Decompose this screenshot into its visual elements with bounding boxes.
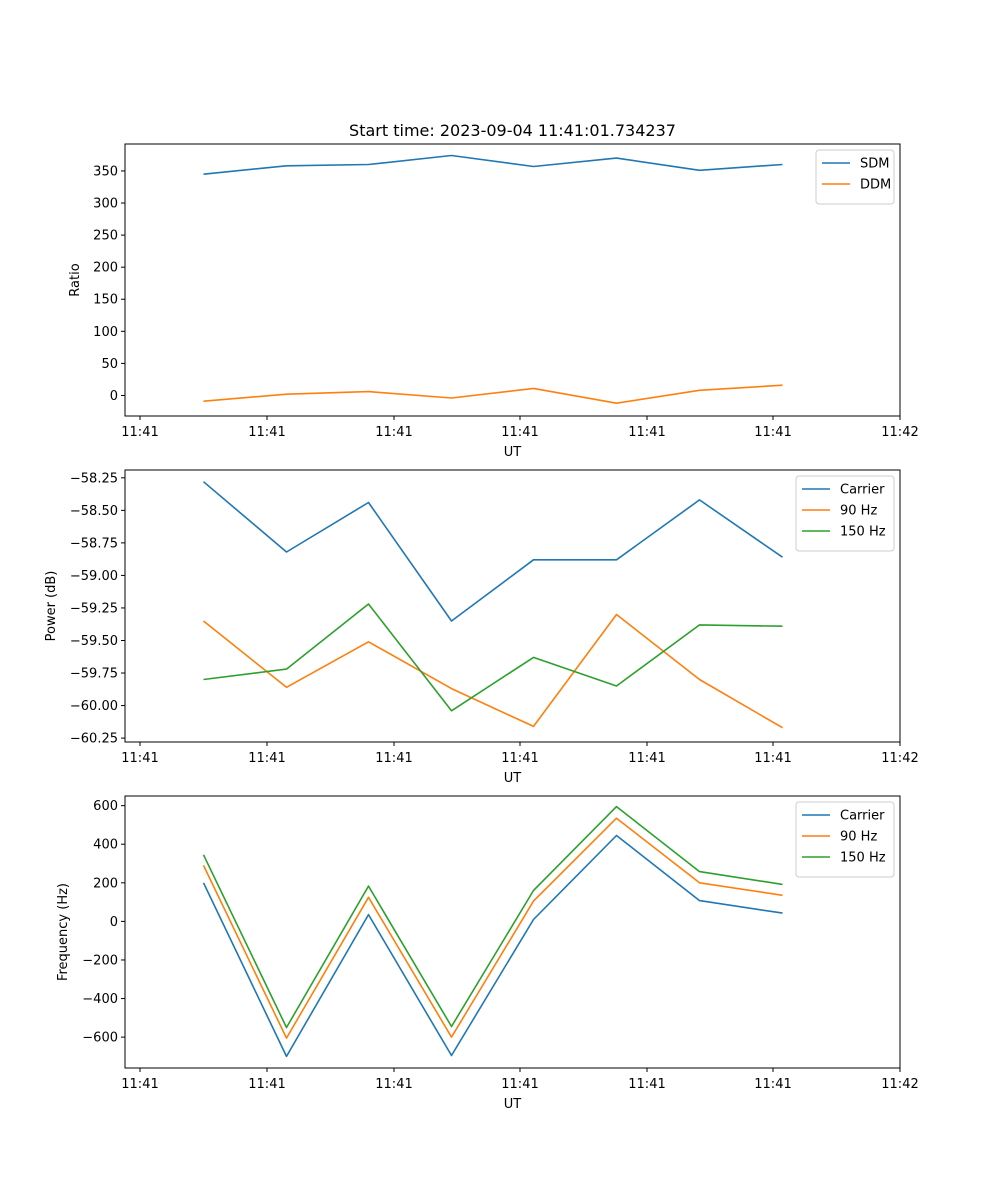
y-tick-label: 150 bbox=[93, 293, 118, 308]
x-tick-label: 11:41 bbox=[628, 1077, 665, 1092]
y-tick-label: 600 bbox=[93, 799, 118, 814]
y-tick-label: −59.00 bbox=[70, 569, 118, 584]
x-tick-label: 11:41 bbox=[375, 751, 412, 766]
x-tick-label: 11:41 bbox=[754, 425, 791, 440]
plot-frame-1 bbox=[124, 143, 901, 417]
x-tick-label: 11:41 bbox=[628, 751, 665, 766]
legend-label: Carrier bbox=[840, 483, 885, 498]
x-tick-label: 11:42 bbox=[881, 425, 918, 440]
y-tick-label: 400 bbox=[93, 838, 118, 853]
series-line-ddm bbox=[203, 384, 783, 405]
y-tick-label: 350 bbox=[93, 164, 118, 179]
y-tick-label: 250 bbox=[93, 229, 118, 244]
series-line-sdm bbox=[203, 154, 783, 175]
y-tick-label: −600 bbox=[82, 1031, 118, 1046]
x-tick-label: 11:41 bbox=[121, 1077, 158, 1092]
legend-label: Carrier bbox=[840, 809, 885, 824]
y-tick-label: −59.50 bbox=[70, 634, 118, 649]
x-tick-label: 11:41 bbox=[501, 1077, 538, 1092]
x-tick-label: 11:41 bbox=[628, 425, 665, 440]
x-tick-label: 11:41 bbox=[501, 425, 538, 440]
plot-frame-3 bbox=[124, 795, 901, 1069]
legend-label: 90 Hz bbox=[840, 830, 877, 845]
y-tick-label: −400 bbox=[82, 992, 118, 1007]
y-axis-label: Ratio bbox=[68, 263, 83, 296]
x-tick-label: 11:41 bbox=[121, 425, 158, 440]
x-tick-label: 11:41 bbox=[121, 751, 158, 766]
y-tick-label: −58.50 bbox=[70, 504, 118, 519]
x-tick-label: 11:41 bbox=[754, 751, 791, 766]
legend-box bbox=[795, 801, 895, 878]
x-tick-label: 11:41 bbox=[248, 1077, 285, 1092]
y-tick-label: −60.00 bbox=[70, 699, 118, 714]
legend-label: DDM bbox=[860, 178, 891, 193]
x-tick-label: 11:42 bbox=[881, 751, 918, 766]
series-line-150-hz bbox=[203, 603, 783, 712]
y-tick-label: −58.75 bbox=[70, 536, 118, 551]
x-axis-label: UT bbox=[504, 1097, 522, 1112]
y-tick-label: −58.25 bbox=[70, 471, 118, 486]
x-tick-label: 11:42 bbox=[881, 1077, 918, 1092]
y-axis-label: Frequency (Hz) bbox=[56, 883, 71, 981]
x-tick-label: 11:41 bbox=[248, 425, 285, 440]
x-tick-label: 11:41 bbox=[248, 751, 285, 766]
legend-label: 150 Hz bbox=[840, 851, 886, 866]
plot-frame-2 bbox=[124, 469, 901, 743]
x-axis-label: UT bbox=[504, 445, 522, 460]
x-tick-label: 11:41 bbox=[501, 751, 538, 766]
legend-box bbox=[795, 475, 895, 552]
legend-label: SDM bbox=[860, 157, 889, 172]
x-tick-label: 11:41 bbox=[375, 425, 412, 440]
series-line-150-hz bbox=[202, 805, 783, 1029]
x-tick-label: 11:41 bbox=[754, 1077, 791, 1092]
y-tick-label: 200 bbox=[93, 876, 118, 891]
legend-label: 90 Hz bbox=[840, 504, 877, 519]
y-tick-label: −200 bbox=[82, 953, 118, 968]
series-line-90-hz bbox=[202, 817, 783, 1039]
x-axis-label: UT bbox=[504, 771, 522, 786]
legend-label: 150 Hz bbox=[840, 525, 886, 540]
y-tick-label: −59.25 bbox=[70, 601, 118, 616]
y-tick-label: 50 bbox=[101, 357, 118, 372]
y-tick-label: 200 bbox=[93, 261, 118, 276]
y-tick-label: 100 bbox=[93, 325, 118, 340]
y-tick-label: −60.25 bbox=[70, 732, 118, 747]
y-axis-label: Power (dB) bbox=[44, 571, 59, 642]
y-tick-label: 0 bbox=[110, 389, 118, 404]
y-tick-label: 300 bbox=[93, 197, 118, 212]
series-line-90-hz bbox=[203, 613, 783, 729]
y-tick-label: −59.75 bbox=[70, 667, 118, 682]
series-line-carrier bbox=[202, 481, 783, 622]
series-line-carrier bbox=[202, 834, 783, 1058]
chart-title: Start time: 2023-09-04 11:41:01.734237 bbox=[349, 121, 676, 140]
x-tick-label: 11:41 bbox=[375, 1077, 412, 1092]
y-tick-label: 0 bbox=[110, 915, 118, 930]
